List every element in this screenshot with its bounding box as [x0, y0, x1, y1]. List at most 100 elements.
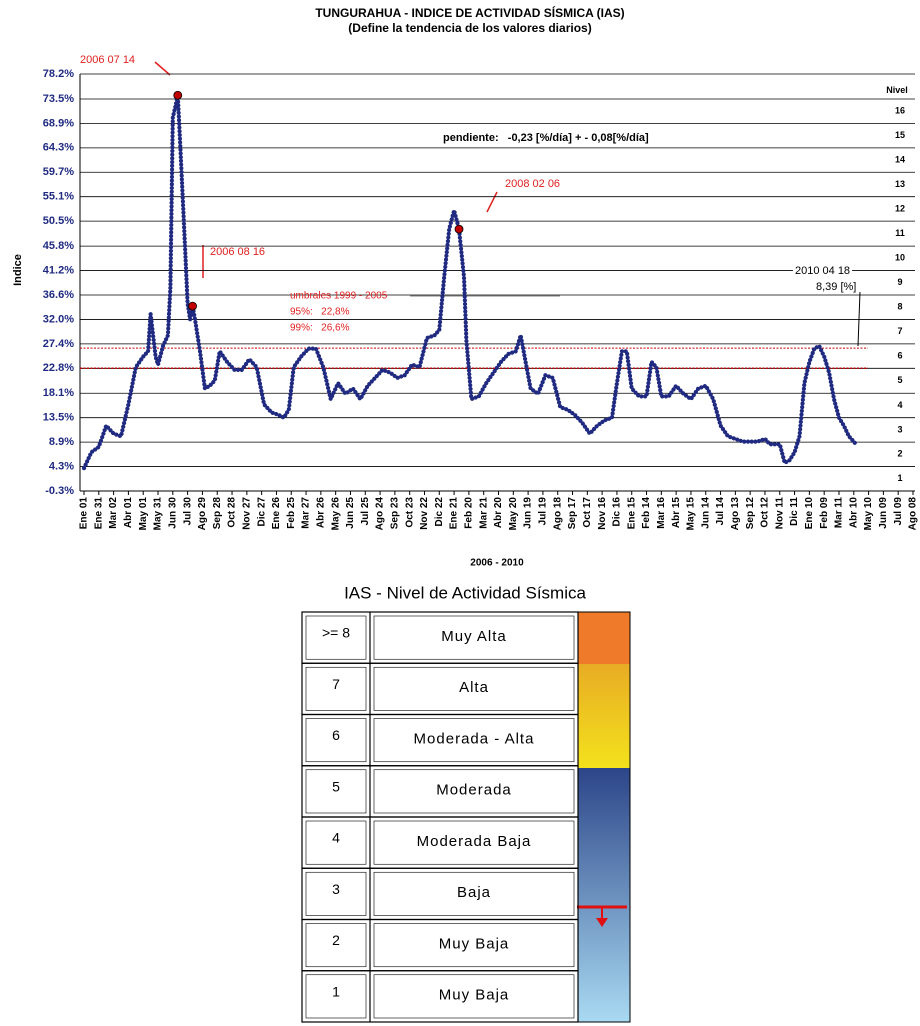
cell-inner [373, 615, 575, 660]
level-label: 4 [897, 400, 902, 410]
level-label: 11 [895, 228, 905, 238]
y-tick-label: 32.0% [43, 313, 74, 325]
x-axis-label: 2006 - 2010 [470, 558, 524, 569]
cell-inner [305, 974, 367, 1019]
description-cell: Muy Baja [439, 987, 510, 1004]
x-tick-label: Jul 19 [538, 497, 549, 526]
description-cell: Moderada [436, 782, 512, 799]
color-band [578, 612, 630, 664]
y-tick-label: -0.3% [45, 485, 74, 497]
table-row [301, 867, 579, 921]
x-tick-label: Ene 15 [626, 497, 637, 530]
annotation: pendiente: -0,23 [%/día] + - 0,08[%/día] [443, 132, 649, 144]
level-label: 13 [895, 179, 905, 189]
x-tick-label: Mar 16 [656, 497, 667, 529]
y-tick-label: 45.8% [43, 240, 74, 252]
level-cell: 7 [332, 676, 340, 692]
cell-inner [305, 615, 367, 660]
arrow [857, 291, 861, 347]
y-axis-label: Indice [12, 254, 24, 286]
x-tick-label: Jun 14 [700, 497, 711, 529]
x-tick-label: Jul 30 [182, 497, 193, 526]
x-tick-label: Ago 08 [908, 497, 919, 531]
level-cell: 4 [332, 830, 340, 846]
x-tick-label: Feb 25 [286, 497, 297, 529]
x-tick-label: Sep 28 [212, 497, 223, 530]
level-label: 15 [895, 130, 905, 140]
annotation: 2010 04 18 [795, 265, 850, 277]
x-tick-label: Ene 01 [79, 497, 90, 530]
x-tick-label: Mar 27 [301, 497, 312, 529]
y-tick-label: 55.1% [43, 191, 74, 203]
x-tick-label: Ago 24 [375, 497, 386, 531]
y-tick-label: 36.6% [43, 289, 74, 301]
highlight-point [188, 301, 197, 311]
x-tick-label: Abr 01 [123, 497, 134, 529]
x-tick-label: Sep 17 [567, 497, 578, 530]
cell-inner [373, 923, 575, 968]
x-tick-label: Dic 16 [612, 497, 623, 527]
x-tick-label: Ago 13 [730, 497, 741, 531]
y-tick-label: 22.8% [43, 362, 74, 374]
x-tick-label: Oct 17 [582, 497, 593, 528]
x-tick-label: Oct 12 [760, 497, 771, 528]
chart-subtitle: (Define la tendencia de los valores diar… [348, 21, 591, 35]
y-tick-label: 27.4% [43, 338, 74, 350]
x-tick-label: Dic 11 [789, 497, 800, 526]
y-tick-label: 18.1% [43, 387, 74, 399]
arrows [154, 61, 861, 347]
x-tick-label: Mar 21 [478, 497, 489, 529]
x-tick-label: Abr 26 [315, 497, 326, 529]
y-tick-label: 4.3% [49, 460, 74, 472]
x-tick-label: Jun 19 [523, 497, 534, 529]
cell-inner [305, 923, 367, 968]
level-label: 2 [897, 449, 902, 459]
x-tick-label: Nov 27 [241, 497, 252, 530]
description-cell: Muy Baja [439, 935, 510, 952]
x-tick-label: Ago 29 [197, 497, 208, 531]
level-label: 12 [895, 203, 905, 213]
description-cell: Baja [457, 884, 491, 901]
x-tick-label: Nov 22 [419, 497, 430, 530]
annotation: 99%: 26,6% [290, 323, 350, 334]
x-tick-label: Ene 26 [271, 497, 282, 530]
level-label: 14 [895, 154, 905, 164]
x-tick-label: Nov 16 [597, 497, 608, 530]
table-title: IAS - Nivel de Actividad Sísmica [344, 583, 586, 602]
x-tick-label: Dic 22 [434, 497, 445, 527]
x-tick-label: Oct 23 [404, 497, 415, 528]
description-cell: Alta [459, 679, 489, 696]
x-tick-label: Feb 14 [641, 497, 652, 529]
x-tick-label: Jul 14 [715, 497, 726, 526]
x-tick-label: Mar 11 [834, 497, 845, 529]
current-level-arrowhead [596, 918, 608, 927]
annotation-bg [793, 263, 853, 278]
highlight-point [454, 224, 464, 234]
cell-inner [373, 820, 575, 865]
level-cell: 2 [332, 932, 340, 948]
level-label: 8 [897, 302, 902, 312]
level-cell: >= 8 [322, 625, 350, 641]
level-cell: 5 [332, 778, 340, 794]
x-tick-label: Ene 31 [93, 497, 104, 530]
annotation-bg [814, 279, 859, 294]
x-tick-label: Sep 12 [745, 497, 756, 530]
y-tick-label: 68.9% [43, 117, 74, 129]
level-label: 3 [897, 424, 902, 434]
level-cell: 1 [332, 983, 340, 999]
table-row [301, 662, 579, 716]
x-tick-label: May 26 [330, 497, 341, 531]
y-tick-label: 8.9% [49, 436, 74, 448]
x-tick-label: Jul 09 [893, 497, 904, 526]
level-label: 9 [897, 277, 902, 287]
cell-inner [305, 666, 367, 711]
description-cell: Moderada Baja [417, 833, 532, 850]
x-tick-label: Ago 18 [552, 497, 563, 531]
data-line [81, 94, 859, 471]
color-column-border [577, 611, 631, 1023]
cell-inner [305, 769, 367, 814]
y-tick-label: 50.5% [43, 215, 74, 227]
x-tick-label: Jun 09 [878, 497, 889, 529]
description-cell: Moderada - Alta [414, 730, 535, 747]
